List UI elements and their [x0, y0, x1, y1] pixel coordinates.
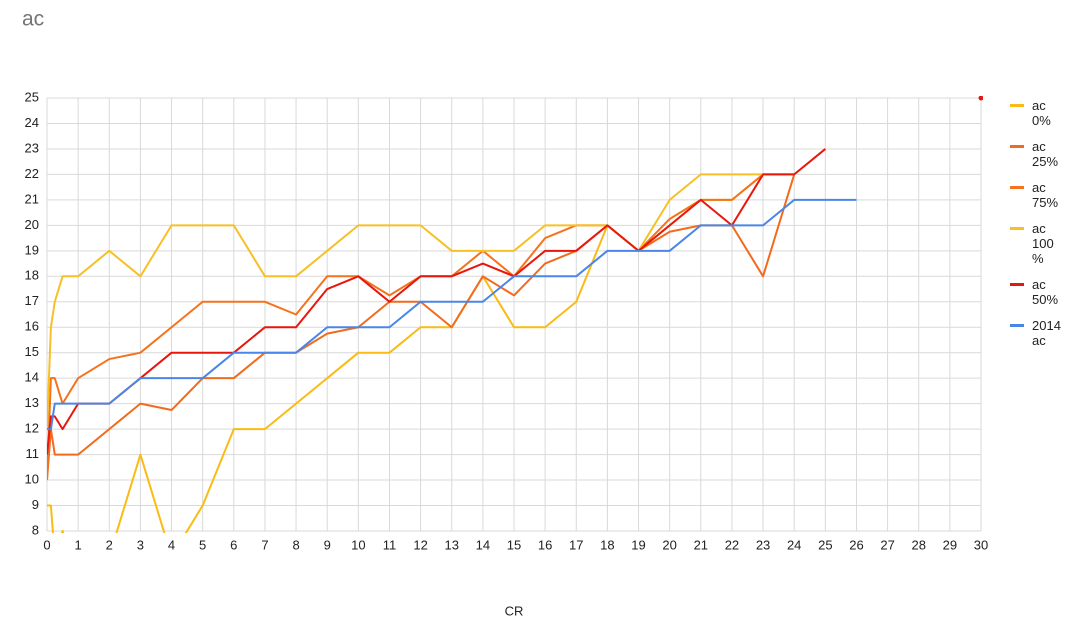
legend-item: ac 75% — [1010, 180, 1068, 210]
x-tick-label: 29 — [943, 537, 957, 552]
x-tick-label: 24 — [787, 537, 801, 552]
legend-label: ac 50% — [1032, 277, 1059, 307]
y-tick-label: 14 — [25, 370, 39, 385]
series-line — [47, 174, 796, 481]
y-tick-label: 17 — [25, 293, 39, 308]
y-tick-label: 12 — [25, 421, 39, 436]
x-tick-label: 1 — [75, 537, 82, 552]
x-tick-label: 25 — [818, 537, 832, 552]
legend-swatch — [1010, 104, 1024, 107]
x-tick-label: 7 — [261, 537, 268, 552]
x-tick-label: 2 — [106, 537, 113, 552]
legend-swatch — [1010, 283, 1024, 286]
legend-item: ac 0% — [1010, 98, 1068, 128]
y-tick-label: 9 — [32, 497, 39, 512]
series-line — [47, 173, 795, 481]
x-tick-label: 0 — [43, 537, 50, 552]
x-tick-label: 20 — [662, 537, 676, 552]
y-tick-label: 16 — [25, 319, 39, 334]
x-tick-label: 16 — [538, 537, 552, 552]
y-tick-label: 25 — [25, 89, 39, 104]
legend-item: ac 100 % — [1010, 221, 1068, 266]
x-axis-label: CR — [505, 603, 524, 618]
y-tick-label: 11 — [26, 446, 40, 461]
y-tick-label: 8 — [32, 522, 39, 537]
x-tick-label: 13 — [444, 537, 458, 552]
legend-label: ac 25% — [1032, 139, 1059, 169]
chart-title: ac — [22, 8, 44, 31]
legend-swatch — [1010, 145, 1024, 148]
legend-label: 2014 ac — [1032, 318, 1061, 348]
x-tick-label: 26 — [849, 537, 863, 552]
x-tick-label: 28 — [911, 537, 925, 552]
y-tick-label: 19 — [25, 242, 39, 257]
x-tick-label: 17 — [569, 537, 583, 552]
legend-item: ac 50% — [1010, 277, 1068, 307]
x-tick-label: 22 — [725, 537, 739, 552]
legend-label: ac 100 % — [1032, 221, 1054, 266]
data-point — [978, 96, 983, 101]
chart: ac CR 8910111213141516171819202122232425… — [22, 8, 988, 619]
x-tick-label: 21 — [694, 537, 708, 552]
series-line — [47, 198, 857, 431]
y-tick-label: 22 — [25, 166, 39, 181]
y-tick-label: 13 — [25, 395, 39, 410]
x-tick-label: 6 — [230, 537, 237, 552]
x-tick-label: 3 — [137, 537, 144, 552]
legend-swatch — [1010, 186, 1024, 189]
x-tick-label: 12 — [413, 537, 427, 552]
x-tick-label: 10 — [351, 537, 365, 552]
y-tick-label: 23 — [25, 140, 39, 155]
legend-swatch — [1010, 227, 1024, 230]
x-tick-label: 4 — [168, 537, 175, 552]
x-tick-label: 9 — [324, 537, 331, 552]
x-tick-label: 30 — [974, 537, 988, 552]
y-tick-label: 15 — [25, 344, 39, 359]
x-tick-label: 18 — [600, 537, 614, 552]
x-tick-label: 15 — [507, 537, 521, 552]
legend-item: ac 25% — [1010, 139, 1068, 169]
x-tick-label: 23 — [756, 537, 770, 552]
y-tick-label: 18 — [25, 268, 39, 283]
x-tick-label: 14 — [476, 537, 490, 552]
y-tick-label: 10 — [25, 471, 39, 486]
x-tick-label: 8 — [292, 537, 299, 552]
x-tick-label: 11 — [383, 537, 397, 552]
x-tick-label: 27 — [880, 537, 894, 552]
x-tick-label: 5 — [199, 537, 206, 552]
legend-label: ac 0% — [1032, 98, 1051, 128]
legend-label: ac 75% — [1032, 180, 1059, 210]
legend: ac 0% ac 25% ac 75% ac 100 % ac 50% 2014 ac — [1010, 98, 1068, 359]
y-tick-label: 21 — [25, 191, 39, 206]
legend-swatch — [1010, 324, 1024, 327]
y-tick-label: 24 — [25, 115, 39, 130]
legend-item: 2014 ac — [1010, 318, 1068, 348]
plot-area — [47, 96, 983, 533]
y-tick-label: 20 — [25, 217, 39, 232]
x-tick-label: 19 — [631, 537, 645, 552]
